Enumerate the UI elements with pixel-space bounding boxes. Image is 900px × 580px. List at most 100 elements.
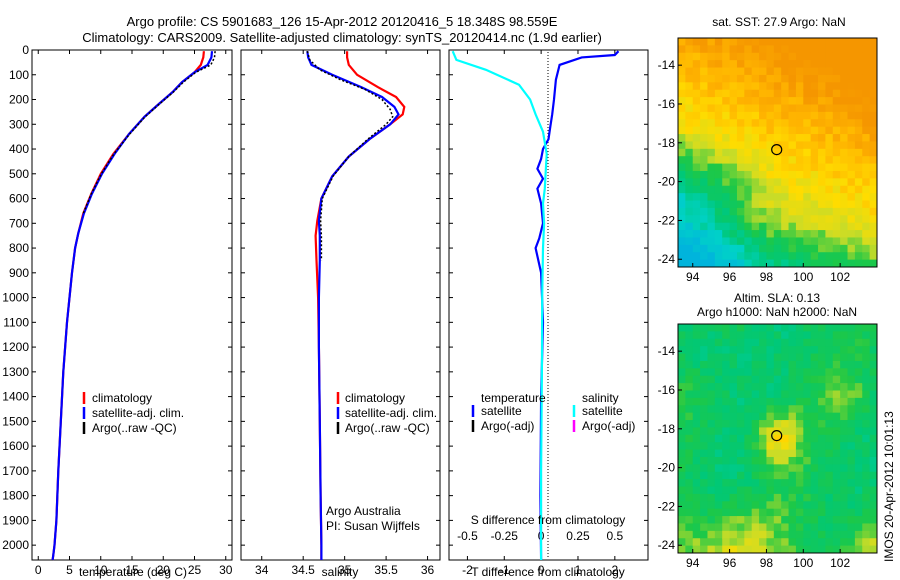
heatmap-cell [685, 207, 694, 216]
heatmap-cell [847, 471, 856, 480]
heatmap-cell [795, 178, 804, 187]
heatmap-cell [766, 545, 775, 553]
heatmap-cell [832, 353, 841, 362]
heatmap-cell [781, 360, 790, 369]
heatmap-cell [788, 148, 797, 157]
heatmap-cell [729, 523, 738, 532]
heatmap-cell [751, 449, 760, 458]
x-tick-label: 35.5 [374, 563, 398, 577]
y-tick-label: 1200 [2, 340, 29, 354]
difference-xlabel: T difference from climatology [471, 565, 625, 579]
heatmap-cell [795, 141, 804, 150]
heatmap-cell [825, 252, 834, 261]
heatmap-cell [729, 82, 738, 91]
heatmap-cell [729, 178, 738, 187]
x-tick-label: 98 [760, 556, 774, 570]
heatmap-cell [692, 237, 701, 246]
heatmap-cell [869, 412, 877, 421]
heatmap-cell [773, 230, 782, 239]
heatmap-cell [810, 338, 819, 347]
heatmap-cell [692, 74, 701, 83]
heatmap-cell [722, 82, 731, 91]
heatmap-cell [722, 383, 731, 392]
x-tick-label: 94 [686, 556, 700, 570]
heatmap-cell [869, 516, 877, 525]
heatmap-cell [736, 230, 745, 239]
heatmap-cell [781, 456, 790, 465]
heatmap-cell [847, 390, 856, 399]
heatmap-cell [678, 405, 686, 414]
heatmap-cell [825, 471, 834, 480]
heatmap-cell [692, 516, 701, 525]
heatmap-cell [840, 38, 849, 46]
heatmap-cell [795, 200, 804, 209]
heatmap-cell [722, 45, 731, 54]
heatmap-cell [751, 397, 760, 406]
heatmap-cell [692, 360, 701, 369]
heatmap-cell [840, 471, 849, 480]
heatmap-cell [678, 493, 686, 502]
heatmap-cell [781, 45, 790, 54]
heatmap-cell [818, 215, 827, 224]
heatmap-cell [803, 111, 812, 120]
heatmap-cell [736, 479, 745, 488]
heatmap-cell [840, 185, 849, 194]
heatmap-cell [781, 442, 790, 451]
heatmap-cell [707, 346, 716, 355]
heatmap-cell [832, 331, 841, 340]
heatmap-cell [714, 185, 723, 194]
heatmap-cell [825, 163, 834, 172]
heatmap-cell [869, 493, 877, 502]
heatmap-cell [825, 178, 834, 187]
heatmap-cell [766, 222, 775, 231]
heatmap-cell [692, 427, 701, 436]
heatmap-cell [685, 185, 694, 194]
heatmap-cell [803, 52, 812, 61]
heatmap-cell [700, 185, 709, 194]
heatmap-cell [803, 375, 812, 384]
heatmap-cell [707, 397, 716, 406]
heatmap-cell [773, 156, 782, 165]
heatmap-cell [803, 97, 812, 106]
heatmap-cell [707, 244, 716, 253]
heatmap-cell [862, 38, 871, 46]
heatmap-cell [744, 163, 753, 172]
heatmap-cell [832, 200, 841, 209]
heatmap-cell [685, 375, 694, 384]
heatmap-cell [722, 74, 731, 83]
heatmap-cell [744, 383, 753, 392]
heatmap-cell [869, 331, 877, 340]
heatmap-cell [685, 338, 694, 347]
heatmap-cell [707, 259, 716, 267]
heatmap-cell [729, 259, 738, 267]
heatmap-cell [751, 390, 760, 399]
heatmap-cell [803, 420, 812, 429]
heatmap-cell [825, 134, 834, 143]
heatmap-cell [751, 185, 760, 194]
heatmap-cell [759, 104, 768, 113]
heatmap-cell [810, 449, 819, 458]
heatmap-cell [832, 237, 841, 246]
heatmap-cell [700, 456, 709, 465]
heatmap-cell [788, 397, 797, 406]
legend-label: Argo(..raw -QC) [345, 421, 430, 435]
heatmap-cell [825, 442, 834, 451]
heatmap-cell [707, 156, 716, 165]
heatmap-cell [810, 427, 819, 436]
heatmap-cell [840, 200, 849, 209]
heatmap-cell [862, 501, 871, 510]
heatmap-cell [854, 523, 863, 532]
heatmap-cell [700, 324, 709, 332]
y-tick-label: 800 [9, 241, 29, 255]
heatmap-cell [818, 346, 827, 355]
heatmap-cell [707, 493, 716, 502]
heatmap-cell [759, 111, 768, 120]
heatmap-cell [700, 207, 709, 216]
heatmap-cell [810, 67, 819, 76]
heatmap-cell [825, 244, 834, 253]
heatmap-cell [854, 119, 863, 128]
heatmap-cell [759, 375, 768, 384]
heatmap-cell [751, 215, 760, 224]
heatmap-cell [736, 545, 745, 553]
heatmap-cell [685, 193, 694, 202]
